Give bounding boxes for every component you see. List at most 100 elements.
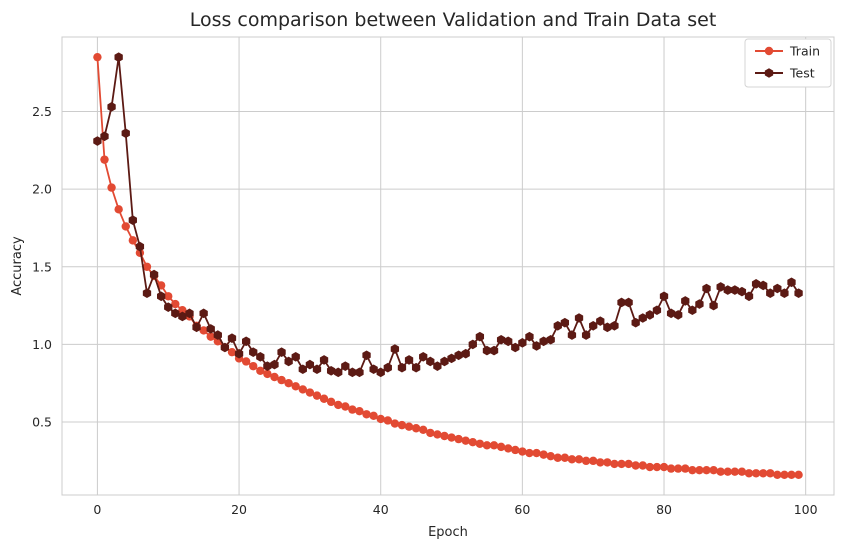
series-test-point — [482, 345, 492, 356]
series-test-point — [213, 330, 222, 340]
series-test-point — [511, 342, 520, 353]
series-train-point — [142, 262, 152, 271]
series-train-point — [702, 465, 711, 475]
series-train-point — [681, 464, 690, 473]
series-test-point — [192, 322, 201, 333]
series-train-point — [468, 438, 477, 447]
chart-title: Loss comparison between Validation and T… — [190, 9, 717, 31]
series-train-point — [723, 467, 732, 476]
series-test-point — [461, 348, 470, 359]
x-tick-label: 80 — [656, 502, 672, 517]
series-train-point — [128, 236, 138, 245]
y-tick-labels: 0.5 1.0 1.5 2.0 2.5 — [32, 104, 52, 430]
series-train-point — [397, 420, 407, 430]
series-test-point — [326, 366, 336, 376]
series-train-point — [588, 456, 598, 466]
series-train-point — [369, 411, 378, 421]
series-test-point — [426, 356, 435, 367]
series-test-point — [645, 310, 655, 320]
series-test-point — [263, 361, 272, 371]
series-train-point — [291, 382, 300, 391]
series-test-point — [234, 348, 244, 359]
series-test-point — [574, 313, 584, 323]
series-train-point — [617, 459, 626, 469]
series-train-point — [270, 372, 279, 382]
series-test-point — [142, 288, 152, 298]
series-test-point — [737, 286, 747, 297]
series-test-point — [319, 355, 329, 365]
series-test-point — [291, 352, 300, 362]
legend-train-label: Train — [789, 44, 820, 59]
series-train-point — [574, 455, 584, 464]
series-test-point — [730, 285, 739, 295]
series-train-point — [603, 458, 612, 467]
series-test-point — [567, 330, 577, 340]
series-train-point — [171, 299, 180, 309]
series-test-point — [433, 361, 442, 371]
series-train-point — [638, 461, 647, 470]
grid — [62, 37, 834, 495]
x-tick-label: 100 — [794, 502, 818, 517]
series-train-point — [121, 222, 130, 231]
series-test-point — [362, 350, 371, 361]
series-train-point — [447, 433, 456, 442]
series-test-point — [766, 288, 775, 298]
series-test-point — [383, 362, 392, 373]
y-tick-label: 1.0 — [32, 337, 52, 352]
series-test-point — [206, 324, 215, 334]
series-test-point — [440, 356, 449, 367]
series-train-point — [383, 416, 392, 425]
series-test-point — [659, 291, 669, 302]
series-test-point — [468, 339, 477, 350]
series-train-point — [227, 347, 237, 357]
series-train-point — [709, 465, 718, 475]
series-test-point — [518, 338, 527, 348]
series-train-point — [631, 461, 640, 470]
series-train-point — [334, 400, 343, 410]
series-train-point — [376, 414, 385, 424]
series-test-point — [220, 342, 230, 353]
series-test-point — [341, 361, 350, 371]
series-test-point — [744, 291, 754, 302]
series-test-point — [666, 308, 676, 319]
series-test-point — [652, 305, 662, 316]
series-train-point — [440, 431, 449, 441]
series-train-point — [107, 183, 116, 192]
series-test-point — [674, 310, 683, 320]
series-test-point — [695, 299, 704, 309]
series-train-point — [241, 357, 251, 366]
series-test-point — [688, 305, 697, 316]
legend-test-label: Test — [789, 66, 815, 81]
series-test-point — [107, 102, 116, 112]
series-train-point — [256, 366, 265, 375]
series-test-point — [100, 131, 109, 142]
series-train-point — [688, 465, 697, 475]
series-train-point — [433, 430, 442, 439]
series-train-point — [645, 462, 655, 472]
series-test-point — [199, 308, 208, 319]
series-train-point — [305, 388, 315, 397]
series-train-point — [730, 467, 740, 476]
series-train-point — [553, 453, 562, 462]
y-tick-label: 0.5 — [32, 415, 52, 430]
series-train-point — [355, 406, 364, 416]
series-train-point — [695, 465, 704, 475]
series-test-point — [716, 282, 725, 292]
series-train-point — [504, 444, 513, 453]
series-train-point — [426, 428, 435, 438]
series-train-point — [525, 448, 534, 458]
series-test-point — [603, 322, 612, 333]
series-train-point — [751, 469, 761, 478]
series-test-point — [149, 269, 159, 280]
series-test-point — [610, 320, 619, 331]
series-train-point — [341, 402, 350, 411]
y-tick-label: 2.0 — [32, 182, 52, 197]
y-tick-label: 1.5 — [32, 259, 52, 274]
series-test-point — [93, 136, 102, 146]
series-train-point — [206, 332, 215, 341]
series-train-point — [511, 445, 520, 455]
x-tick-labels: 0 20 40 60 80 100 — [93, 502, 817, 517]
series-test-point — [369, 364, 378, 375]
series-test-point — [553, 320, 562, 331]
